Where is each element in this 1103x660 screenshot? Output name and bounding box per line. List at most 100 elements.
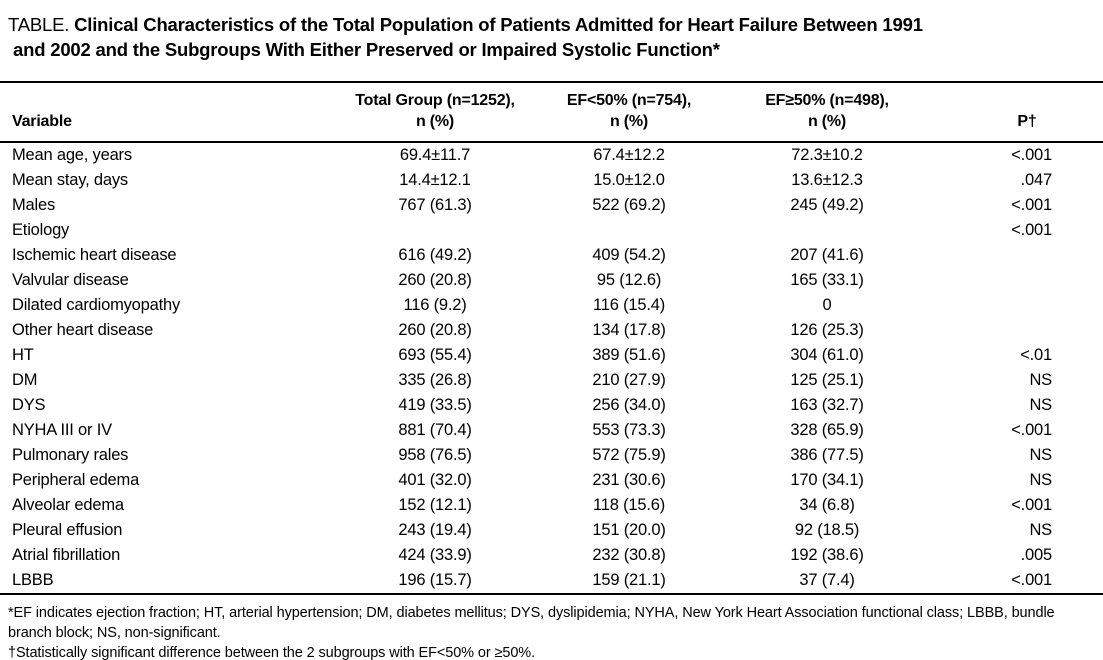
- column-header-variable: Variable: [0, 82, 340, 143]
- cell-p-value: NS: [1029, 521, 1052, 539]
- column-header-ef-lt50-line2: n (%): [609, 113, 649, 130]
- cell-variable: Pleural effusion: [12, 521, 123, 539]
- cell-variable: Mean stay, days: [12, 171, 128, 189]
- table-row: Dilated cardiomyopathy 116 (9.2) 116 (15…: [0, 293, 1103, 318]
- cell-variable: Pulmonary rales: [12, 446, 129, 464]
- table-row: DM 335 (26.8) 210 (27.9) 125 (25.1) NS: [0, 368, 1103, 393]
- cell-ef-lt50: 159 (21.1): [530, 568, 728, 595]
- cell-variable: DM: [12, 371, 38, 389]
- table-row: Valvular disease 260 (20.8) 95 (12.6) 16…: [0, 268, 1103, 293]
- cell-ef-ge50: 34 (6.8): [799, 496, 855, 514]
- column-header-ef-ge50: EF≥50% (n=498), n (%): [728, 82, 926, 143]
- cell-ef-ge50: 170 (34.1): [790, 471, 864, 489]
- cell-variable: Etiology: [12, 221, 70, 239]
- clinical-characteristics-table: Variable Total Group (n=1252), n (%) EF<…: [0, 81, 1103, 595]
- cell-total: 69.4±11.7: [399, 146, 471, 164]
- cell-total: 196 (15.7): [340, 568, 530, 595]
- cell-variable: Mean age, years: [12, 146, 132, 164]
- cell-ef-ge50: 207 (41.6): [790, 246, 864, 264]
- cell-total: 424 (33.9): [398, 546, 472, 564]
- cell-ef-ge50: 304 (61.0): [790, 346, 864, 364]
- cell-ef-ge50: [728, 218, 926, 243]
- cell-total: 401 (32.0): [398, 471, 472, 489]
- cell-p-value: <.001: [1011, 196, 1052, 214]
- cell-ef-ge50: 13.6±12.3: [791, 171, 863, 189]
- cell-total: 152 (12.1): [398, 496, 472, 514]
- cell-variable: Males: [12, 196, 56, 214]
- table-label: TABLE.: [8, 14, 70, 35]
- cell-ef-lt50: 67.4±12.2: [593, 146, 665, 164]
- cell-ef-ge50: 328 (65.9): [790, 421, 864, 439]
- cell-ef-lt50: 572 (75.9): [592, 446, 666, 464]
- table-row: Other heart disease 260 (20.8) 134 (17.8…: [0, 318, 1103, 343]
- cell-ef-lt50: 134 (17.8): [592, 321, 666, 339]
- table-row: HT 693 (55.4) 389 (51.6) 304 (61.0) <.01: [0, 343, 1103, 368]
- cell-ef-lt50: 231 (30.6): [592, 471, 666, 489]
- footnote-dagger: †Statistically significant difference be…: [8, 645, 536, 660]
- cell-variable: Dilated cardiomyopathy: [12, 296, 181, 314]
- cell-p-value: NS: [1029, 371, 1052, 389]
- cell-total: 243 (19.4): [398, 521, 472, 539]
- cell-ef-lt50: 232 (30.8): [592, 546, 666, 564]
- cell-ef-lt50: 118 (15.6): [593, 496, 665, 514]
- table-row: NYHA III or IV 881 (70.4) 553 (73.3) 328…: [0, 418, 1103, 443]
- cell-total: 616 (49.2): [398, 246, 472, 264]
- column-header-ef-lt50-line1: EF<50% (n=754),: [566, 92, 692, 109]
- table-row: Mean stay, days 14.4±12.1 15.0±12.0 13.6…: [0, 168, 1103, 193]
- table-title: TABLE. Clinical Characteristics of the T…: [0, 0, 1103, 62]
- column-header-ef-ge50-line2: n (%): [807, 113, 847, 130]
- cell-p-value: [926, 243, 1103, 268]
- cell-total: 260 (20.8): [398, 271, 472, 289]
- cell-ef-lt50: 116 (15.4): [593, 296, 665, 314]
- cell-ef-lt50: 409 (54.2): [592, 246, 666, 264]
- table-row: Ischemic heart disease 616 (49.2) 409 (5…: [0, 243, 1103, 268]
- table-row: Pleural effusion 243 (19.4) 151 (20.0) 9…: [0, 518, 1103, 543]
- table-row: LBBB 196 (15.7) 159 (21.1) 37 (7.4) <.00…: [0, 568, 1103, 595]
- cell-variable: NYHA III or IV: [12, 421, 112, 439]
- cell-total: 693 (55.4): [398, 346, 472, 364]
- table-header: Variable Total Group (n=1252), n (%) EF<…: [0, 82, 1103, 143]
- table-row: Pulmonary rales 958 (76.5) 572 (75.9) 38…: [0, 443, 1103, 468]
- table-row: DYS 419 (33.5) 256 (34.0) 163 (32.7) NS: [0, 393, 1103, 418]
- cell-p-value: <.001: [1011, 421, 1052, 439]
- cell-total: 419 (33.5): [398, 396, 472, 414]
- table-row: Atrial fibrillation 424 (33.9) 232 (30.8…: [0, 543, 1103, 568]
- table-row: Males 767 (61.3) 522 (69.2) 245 (49.2) <…: [0, 193, 1103, 218]
- cell-ef-ge50: 126 (25.3): [790, 321, 864, 339]
- cell-total: 767 (61.3): [398, 196, 472, 214]
- cell-variable: Valvular disease: [12, 271, 129, 289]
- cell-ef-ge50: 192 (38.6): [790, 546, 864, 564]
- table-title-line1: TABLE. Clinical Characteristics of the T…: [8, 12, 1093, 37]
- cell-variable: Other heart disease: [12, 321, 154, 339]
- cell-ef-ge50: 386 (77.5): [790, 446, 864, 464]
- table-body: Mean age, years 69.4±11.7 67.4±12.2 72.3…: [0, 142, 1103, 595]
- cell-p-value: [926, 268, 1103, 293]
- cell-p-value: <.001: [1011, 496, 1052, 514]
- column-header-p-value: P†: [926, 82, 1103, 143]
- table-row: Alveolar edema 152 (12.1) 118 (15.6) 34 …: [0, 493, 1103, 518]
- cell-variable: LBBB: [0, 568, 340, 595]
- cell-ef-lt50: 522 (69.2): [592, 196, 666, 214]
- cell-ef-lt50: 15.0±12.0: [593, 171, 665, 189]
- table-title-line2: and 2002 and the Subgroups With Either P…: [13, 39, 720, 60]
- cell-ef-ge50: 37 (7.4): [728, 568, 926, 595]
- cell-variable: Peripheral edema: [12, 471, 140, 489]
- cell-ef-ge50: 163 (32.7): [790, 396, 864, 414]
- cell-variable: Ischemic heart disease: [12, 246, 177, 264]
- footnote-abbreviations: *EF indicates ejection fraction; HT, art…: [8, 605, 1055, 641]
- cell-total: 116 (9.2): [403, 296, 467, 314]
- cell-ef-ge50: 245 (49.2): [790, 196, 864, 214]
- cell-p-value: <.001: [1011, 146, 1052, 164]
- column-header-ef-ge50-line1: EF≥50% (n=498),: [765, 92, 889, 109]
- cell-total: 335 (26.8): [398, 371, 472, 389]
- table-row: Mean age, years 69.4±11.7 67.4±12.2 72.3…: [0, 142, 1103, 168]
- cell-p-value: <.01: [1020, 346, 1052, 364]
- cell-variable: Alveolar edema: [12, 496, 124, 514]
- cell-p-value: NS: [1029, 446, 1052, 464]
- cell-p-value: <.001: [1011, 221, 1052, 239]
- cell-p-value: [926, 293, 1103, 318]
- cell-ef-lt50: 151 (20.0): [592, 521, 666, 539]
- column-header-total-group-line1: Total Group (n=1252),: [355, 92, 515, 109]
- cell-total: 14.4±12.1: [399, 171, 471, 189]
